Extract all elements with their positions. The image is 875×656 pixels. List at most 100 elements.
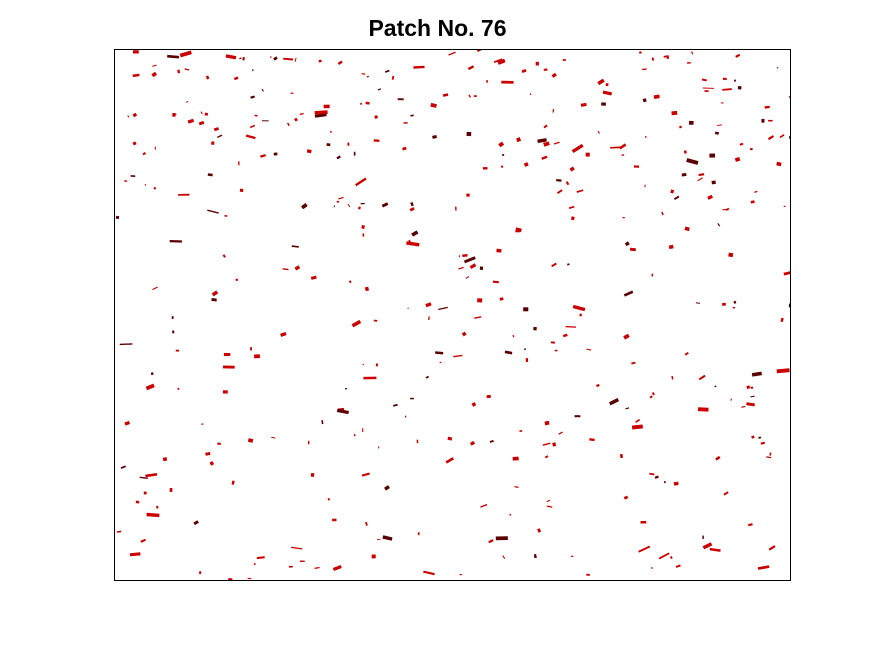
patch-image-frame [114,49,791,581]
speckle-mark [336,200,340,203]
speckle-mark [638,545,651,553]
speckle-mark [489,439,494,443]
speckle-mark [375,363,379,367]
speckle-mark [402,146,407,151]
speckle-mark [261,88,264,92]
speckle-mark [664,481,666,484]
speckle-mark [663,55,667,58]
speckle-mark [314,566,320,569]
speckle-mark [698,173,705,177]
speckle-mark [541,155,548,160]
speckle-mark [480,503,488,508]
speckle-mark [222,390,228,394]
speckle-mark [135,500,140,504]
speckle-mark [271,436,276,439]
speckle-mark [466,193,470,197]
speckle-mark [523,348,527,351]
speckle-mark [746,402,755,407]
speckle-mark [185,100,189,103]
speckle-mark [140,538,146,543]
speckle-mark [644,184,646,188]
speckle-mark [668,244,674,250]
speckle-mark [605,82,609,87]
speckle-mark [362,363,365,366]
speckle-mark [228,578,233,580]
speckle-mark [579,313,582,317]
speckle-mark [556,189,563,195]
speckle-mark [205,75,210,80]
speckle-mark [247,438,254,443]
speckle-mark [631,424,643,430]
speckle-mark [310,473,315,477]
speckle-mark [120,465,127,470]
speckle-mark [474,316,482,319]
speckle-mark [146,512,160,518]
speckle-mark [501,80,514,84]
speckle-mark [568,205,575,210]
speckle-mark [552,108,555,113]
speckle-mark [769,452,772,456]
speckle-mark [117,530,122,533]
speckle-mark [639,51,642,54]
speckle-mark [476,50,486,53]
speckle-mark [649,472,655,476]
speckle-mark [119,343,133,346]
speckle-mark [623,495,629,500]
speckle-mark [410,202,414,207]
speckle-mark [428,316,430,321]
speckle-mark [780,317,784,323]
speckle-mark [533,326,537,331]
speckle-mark [332,564,342,571]
speckle-mark [417,532,420,536]
speckle-mark [654,475,659,479]
speckle-mark [565,181,570,186]
speckle-mark [748,523,753,527]
speckle-mark [623,333,630,340]
speckle-mark [294,117,298,122]
speckle-mark [425,302,432,308]
speckle-mark [351,319,362,328]
speckle-mark [306,149,312,154]
speckle-mark [355,177,367,187]
speckle-mark [430,102,437,108]
speckle-mark [689,120,694,125]
speckle-mark [222,365,235,369]
speckle-mark [546,505,553,508]
speckle-mark [746,385,751,390]
speckle-mark [211,290,219,297]
speckle-mark [741,405,746,408]
speckle-mark [789,135,790,139]
speckle-mark [247,577,252,580]
speckle-mark [543,142,546,144]
speckle-mark [152,286,158,291]
speckle-mark [132,141,137,146]
speckle-mark [217,442,221,445]
speckle-mark [133,50,139,54]
speckle-mark [551,262,557,268]
speckle-mark [679,125,682,129]
speckle-mark [764,105,770,109]
speckle-mark [124,180,128,183]
speckle-mark [384,69,390,73]
speckle-mark [486,394,491,399]
speckle-mark [283,57,294,61]
speckle-mark [384,485,390,491]
speckle-mark [177,69,181,74]
patch-image [115,50,790,580]
speckle-mark [722,88,732,91]
speckle-mark [751,435,755,439]
speckle-mark [209,461,215,466]
speckle-mark [152,64,157,67]
speckle-mark [179,50,192,58]
speckle-mark [739,142,744,146]
speckle-mark [500,165,504,169]
speckle-mark [361,472,370,477]
speckle-mark [673,481,679,486]
speckle-mark [709,547,721,552]
speckle-mark [754,190,758,194]
speckle-mark [691,51,694,55]
speckle-mark [707,194,714,200]
speckle-mark [455,206,457,211]
speckle-mark [698,374,706,381]
speckle-mark [609,398,620,406]
